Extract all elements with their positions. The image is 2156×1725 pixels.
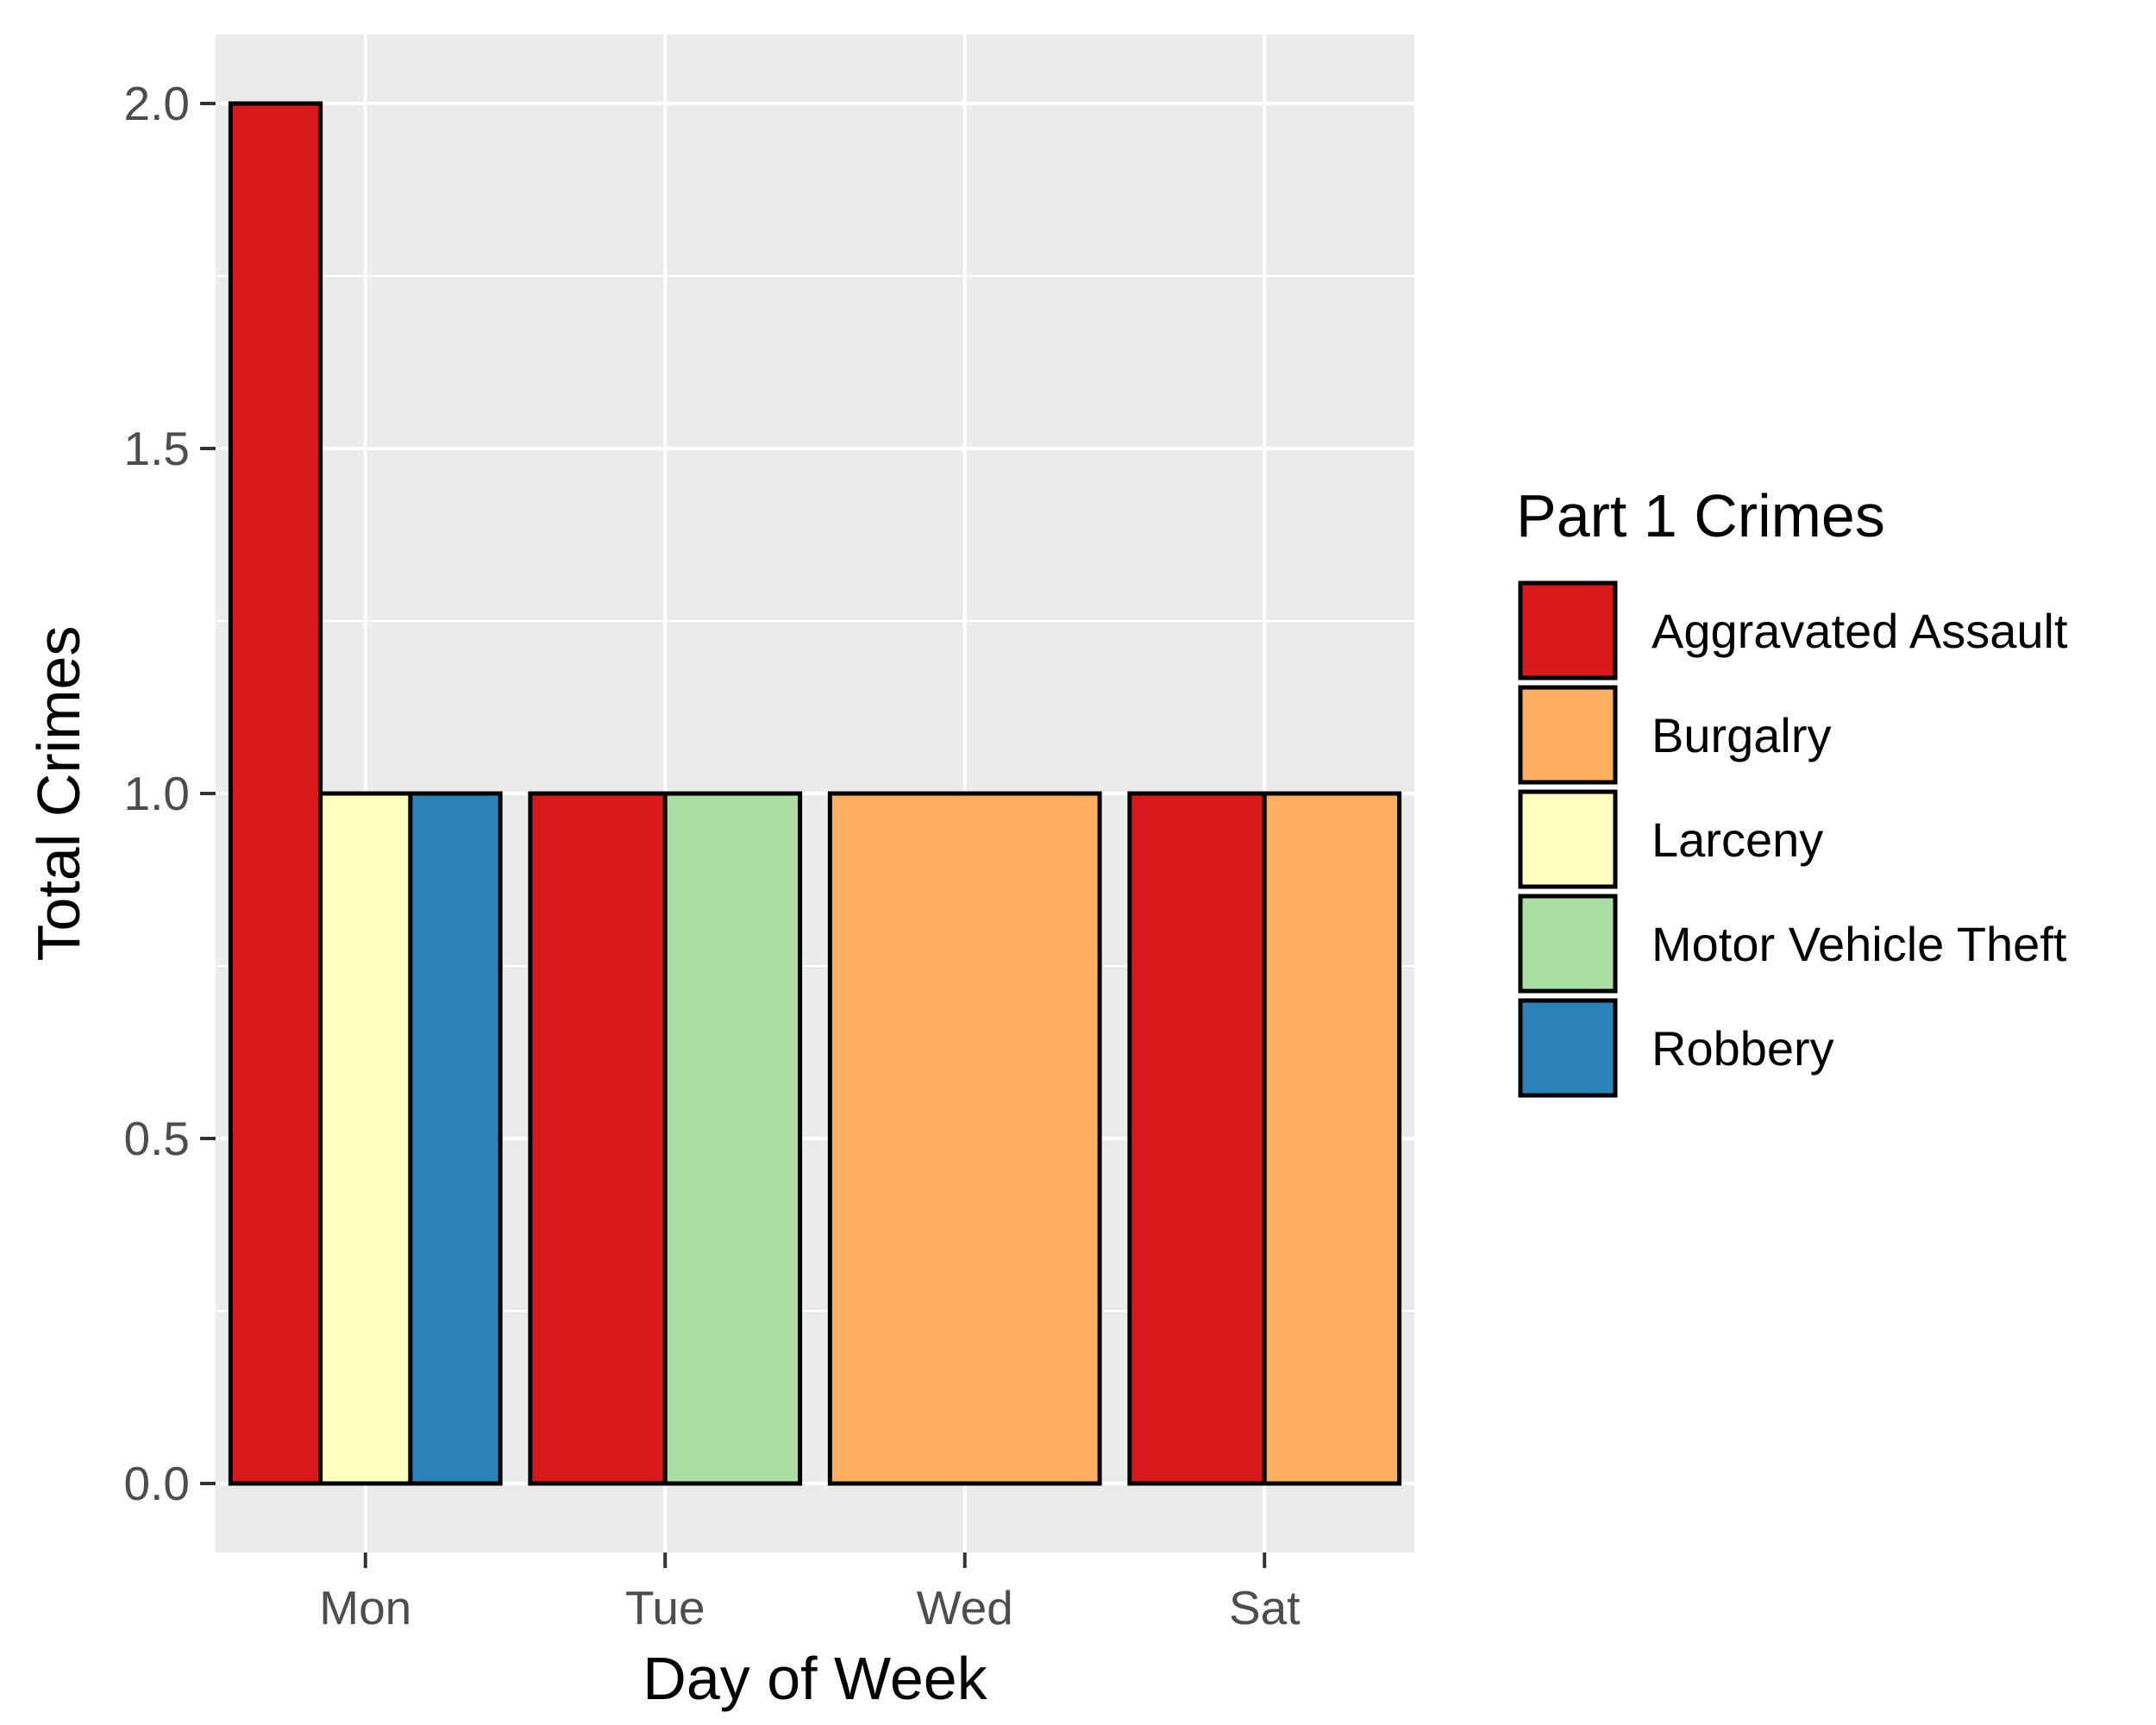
x-tick-label: Tue [625,1581,705,1634]
y-tick-label: 0.0 [124,1457,190,1510]
legend-label: Robbery [1651,1021,1834,1076]
bar [528,791,667,1486]
legend-label: Motor Vehicle Theft [1651,917,2067,971]
legend-key [1518,685,1618,785]
legend-key [1518,894,1618,994]
bar [408,791,503,1486]
legend-title: Part 1 Crimes [1516,482,1885,549]
legend-label: Burgalry [1651,708,1832,762]
legend-label: Aggravated Assault [1651,604,2068,658]
y-axis: 0.0 0.5 1.0 1.5 2.0 [124,77,216,1510]
x-axis-title: Day of Week [642,1645,987,1712]
y-tick-label: 1.5 [124,422,190,475]
bar [228,101,323,1486]
bar [827,791,1102,1486]
y-tick-label: 2.0 [124,77,190,130]
legend-key [1518,998,1618,1098]
bar [662,791,803,1486]
y-tick-label: 0.5 [124,1112,190,1165]
y-axis-title: Total Crimes [25,626,92,962]
legend-key [1518,789,1618,889]
x-tick-label: Sat [1229,1581,1300,1634]
x-tick-label: Wed [917,1581,1013,1634]
x-tick-label: Mon [319,1581,411,1634]
legend-label: Larceny [1651,812,1823,867]
x-axis: Mon Tue Wed Sat [319,1552,1300,1634]
bar [1262,791,1402,1486]
bar [318,791,413,1486]
bar [1127,791,1267,1486]
legend-key [1518,580,1618,681]
y-tick-label: 1.0 [124,767,190,820]
bars [228,101,1402,1486]
legend: Part 1 Crimes Aggravated Assault Burgalry… [1516,482,2068,1098]
